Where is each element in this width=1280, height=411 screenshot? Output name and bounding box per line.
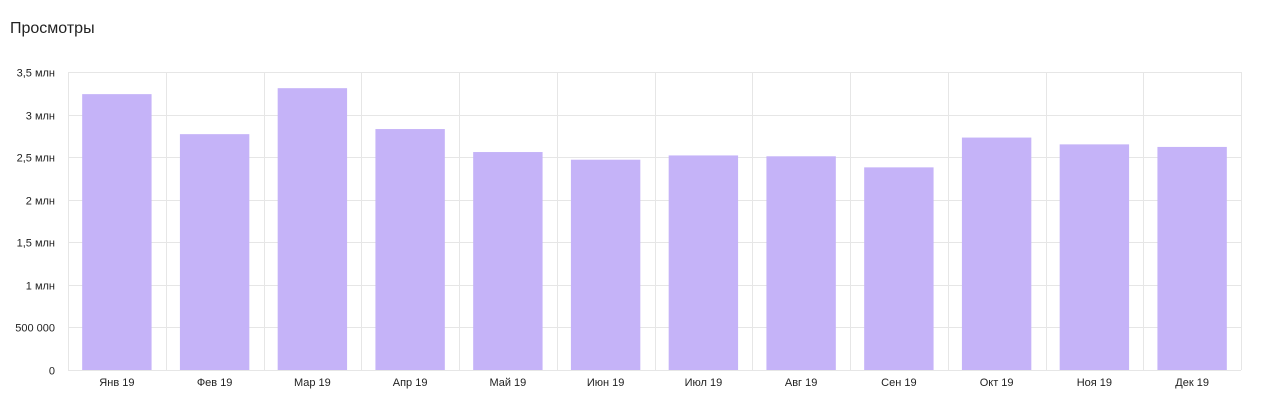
x-tick-label: Сен 19 [881,377,916,389]
grid-layer [68,72,1242,371]
y-tick-label: 2,5 млн [17,153,55,165]
x-tick-label: Фев 19 [197,377,233,389]
bar[interactable] [766,156,836,370]
bar[interactable] [570,159,641,370]
x-tick-label: Апр 19 [393,377,428,389]
y-tick-label: 500 000 [15,323,55,335]
x-tick-label: Июн 19 [587,377,625,389]
bar[interactable] [1157,146,1227,370]
chart-title: Просмотры [10,20,95,37]
y-tick-label: 1 млн [26,281,55,293]
bar[interactable] [82,94,152,370]
bar[interactable] [1059,144,1130,370]
x-tick-label: Июл 19 [685,377,723,389]
bar[interactable] [961,137,1032,370]
bar[interactable] [473,152,543,370]
y-axis-ticks: 0 500 000 1 млн 1,5 млн 2 млн 2,5 млн 3 млн 3,5… [15,68,55,378]
bar[interactable] [668,155,739,370]
x-tick-label: Мар 19 [294,377,331,389]
bar-layer [82,88,1227,371]
x-tick-label: Авг 19 [785,377,817,389]
x-axis-ticks: Янв 19 Фев 19 Мар 19 Апр 19 Май 19 Июн 19 Июл … [99,377,1209,389]
bar[interactable] [375,129,445,370]
x-tick-label: Дек 19 [1175,377,1209,389]
y-tick-label: 3,5 млн [17,68,55,80]
bar[interactable] [864,167,934,370]
x-tick-label: Окт 19 [980,377,1014,389]
bar[interactable] [277,88,348,371]
x-tick-label: Ноя 19 [1077,377,1112,389]
y-tick-label: 3 млн [26,111,55,123]
x-tick-label: Май 19 [489,377,526,389]
bar[interactable] [179,134,250,370]
y-tick-label: 0 [49,366,55,378]
x-tick-label: Янв 19 [99,377,134,389]
y-tick-label: 1,5 млн [17,238,55,250]
y-tick-label: 2 млн [26,196,55,208]
